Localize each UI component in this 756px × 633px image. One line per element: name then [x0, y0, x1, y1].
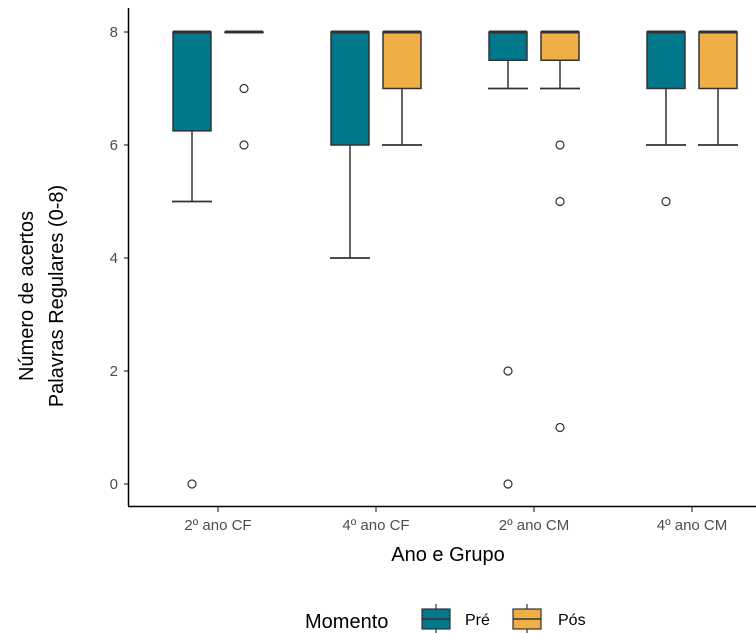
box — [488, 31, 528, 61]
y-tick-label: 8 — [110, 24, 118, 41]
box-group — [382, 30, 422, 146]
box — [698, 31, 738, 90]
y-tick-label: 6 — [110, 137, 118, 154]
box-group — [488, 30, 528, 489]
outlier-point — [555, 422, 565, 433]
box-marks — [172, 30, 738, 489]
box — [382, 31, 422, 90]
legend-title: Momento — [305, 611, 388, 633]
outlier-point — [239, 83, 249, 94]
box — [646, 31, 686, 90]
outlier-point — [503, 366, 513, 376]
box-group — [698, 30, 738, 146]
box-group — [646, 30, 686, 207]
legend-key-pre — [421, 604, 451, 633]
box-group — [330, 30, 370, 259]
outlier-point — [187, 479, 197, 489]
box — [540, 31, 580, 61]
x-tick-label: 2º ano CF — [184, 517, 251, 534]
y-tick-label: 2 — [110, 363, 118, 380]
x-axis-title: Ano e Grupo — [391, 544, 504, 566]
box-group — [540, 30, 580, 433]
outlier-point — [239, 140, 249, 150]
x-tick-label: 4º ano CM — [657, 517, 728, 534]
outlier-point — [661, 196, 671, 207]
x-tick-label: 2º ano CM — [499, 517, 570, 534]
outlier-point — [503, 479, 513, 489]
box — [330, 31, 370, 146]
legend-label-pos: Pós — [558, 612, 586, 629]
axes — [127, 8, 756, 508]
x-ticks: 2º ano CF 4º ano CF 2º ano CM 4º ano CM — [184, 507, 727, 534]
box-group — [224, 30, 264, 150]
y-tick-label: 0 — [110, 476, 118, 493]
y-ticks: 0 2 4 6 8 — [110, 24, 128, 493]
outlier-point — [555, 196, 565, 207]
legend-key-pos — [512, 604, 542, 633]
y-axis-title: Número de acertos Palavras Regulares (0-… — [16, 185, 68, 407]
legend: Momento Pré Pós — [305, 604, 586, 633]
legend-label-pre: Pré — [465, 612, 490, 629]
x-tick-label: 4º ano CF — [342, 517, 409, 534]
y-axis-title-line-2: Palavras Regulares (0-8) — [46, 185, 68, 407]
box-group — [172, 30, 212, 489]
y-tick-label: 4 — [110, 250, 118, 267]
y-axis-title-line-1: Número de acertos — [16, 211, 38, 381]
outlier-point — [555, 140, 565, 150]
box — [172, 31, 212, 132]
